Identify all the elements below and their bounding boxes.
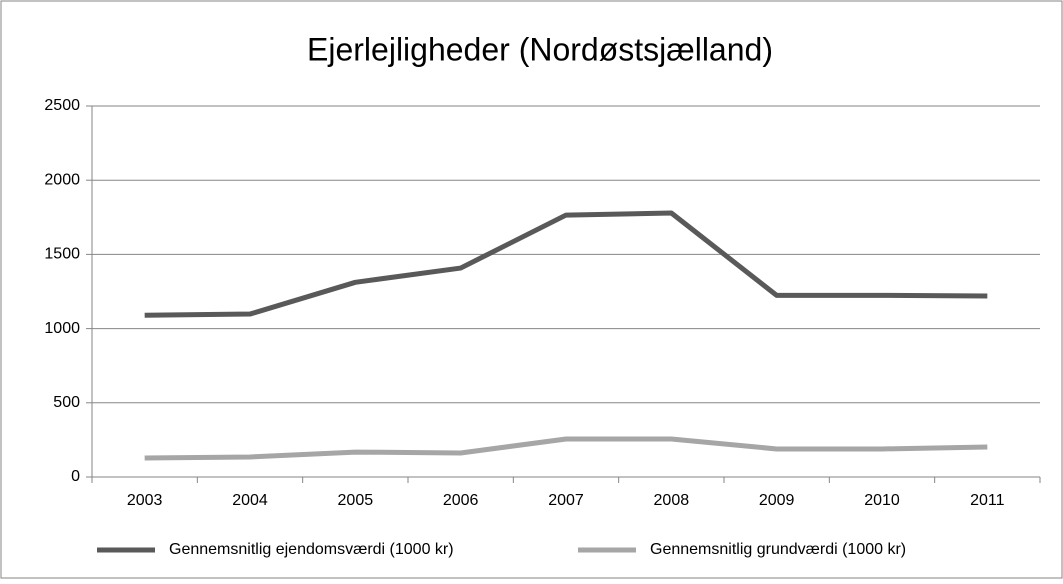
x-tick-label: 2005 xyxy=(338,492,374,509)
x-tick-label: 2008 xyxy=(654,492,690,509)
x-tick-label: 2004 xyxy=(232,492,268,509)
legend-label: Gennemsnitlig ejendomsværdi (1000 kr) xyxy=(169,541,454,558)
line-series xyxy=(144,210,988,318)
x-tick-label: 2011 xyxy=(970,492,1005,509)
y-tick-label: 2500 xyxy=(44,97,80,114)
x-tick-label: 2007 xyxy=(548,492,584,509)
x-tick-label: 2003 xyxy=(127,492,163,509)
y-tick-label: 2000 xyxy=(44,171,80,188)
y-tick-label: 1000 xyxy=(44,320,80,337)
x-tick-label: 2010 xyxy=(864,492,900,509)
y-tick-label: 500 xyxy=(53,394,80,411)
x-tick-label: 2009 xyxy=(759,492,795,509)
y-tick-label: 0 xyxy=(71,468,80,485)
y-tick-label: 1500 xyxy=(44,246,80,263)
x-tick-label: 2006 xyxy=(443,492,479,509)
legend-label: Gennemsnitlig grundværdi (1000 kr) xyxy=(650,541,906,558)
chart-title: Ejerlejligheder (Nordøstsjælland) xyxy=(307,31,773,67)
line-series xyxy=(144,436,988,461)
